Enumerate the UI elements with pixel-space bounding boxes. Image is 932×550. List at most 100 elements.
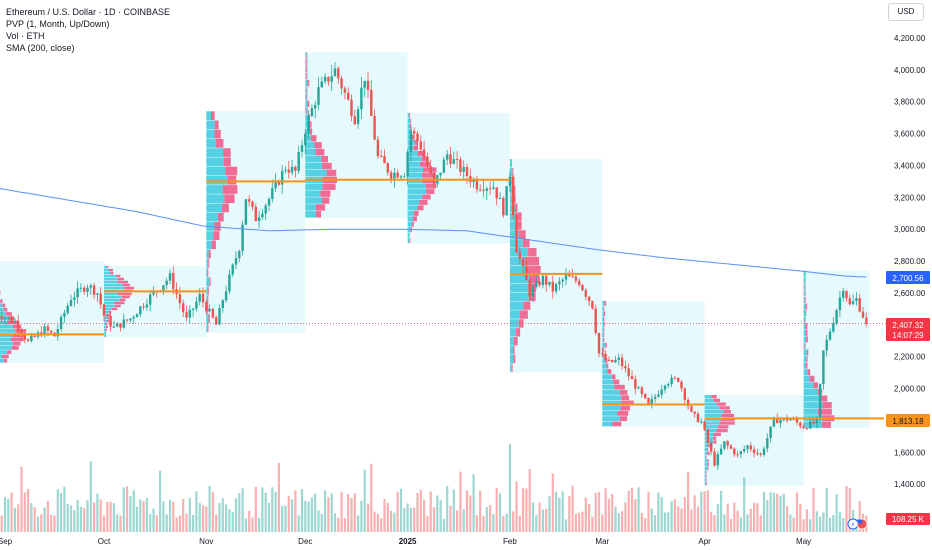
volume-profile-down-bar: [513, 354, 516, 364]
candle: [713, 448, 716, 467]
volume-profile-up-bar: [803, 388, 818, 396]
volume-bar: [729, 518, 733, 532]
candle: [743, 445, 746, 454]
volume-bar: [756, 503, 759, 532]
volume-profile-up-bar: [509, 265, 527, 275]
volume-profile-down-bar: [518, 230, 526, 239]
volume-bar: [53, 515, 56, 532]
candle-body: [828, 331, 832, 340]
volume-bar: [201, 505, 205, 532]
candle: [343, 86, 347, 100]
volume-profile-up-bar: [0, 350, 8, 355]
candle-body: [211, 308, 215, 318]
time-tick-label: May: [796, 537, 811, 546]
volume-bar: [353, 493, 356, 532]
volume-profile-up-bar: [509, 221, 517, 230]
volume-profile-up-bar: [704, 470, 706, 474]
candle: [281, 165, 284, 194]
candle: [92, 282, 96, 300]
candle: [848, 294, 851, 306]
volume-bar: [106, 502, 109, 532]
volume-bar: [413, 507, 416, 532]
volume-profile-up-bar: [206, 277, 210, 287]
volume-bar: [696, 506, 700, 532]
volume-profile-up-bar: [104, 301, 115, 305]
volume-bar: [63, 486, 66, 532]
volume-profile-down-bar: [408, 112, 410, 118]
volume-bar: [102, 515, 106, 532]
volume-profile-down-bar: [122, 283, 131, 287]
candle: [56, 324, 59, 341]
candle-body: [343, 88, 347, 93]
volume-profile-up-bar: [305, 52, 307, 59]
volume-profile-down-bar: [0, 299, 3, 304]
candle: [683, 387, 686, 406]
candle-body: [182, 303, 185, 313]
currency-button[interactable]: USD: [888, 3, 924, 21]
volume-profile-down-bar: [326, 169, 337, 177]
candle: [657, 390, 660, 398]
volume-bar: [234, 498, 238, 532]
poc-lines-layer: [0, 178, 884, 420]
legend-pvp[interactable]: PVP (1, Month, Up/Down): [6, 19, 110, 29]
flag-icons[interactable]: ⚡: [847, 518, 868, 530]
candle-body: [739, 451, 743, 455]
legend-sma[interactable]: SMA (200, close): [6, 43, 75, 53]
volume-profile-down-bar: [513, 194, 516, 204]
volume-bar: [69, 505, 73, 532]
candle: [422, 140, 426, 158]
candle: [234, 250, 238, 270]
volume-profile-down-bar: [214, 129, 221, 139]
legend-symbol[interactable]: Ethereum / U.S. Dollar · 1D · COINBASE: [6, 7, 171, 17]
volume-profile-up-bar: [407, 189, 427, 195]
volume-profile-down-bar: [619, 416, 628, 422]
candle-body: [172, 273, 175, 290]
legend-volume[interactable]: Vol · ETH: [6, 31, 45, 41]
volume-bar: [165, 514, 168, 532]
volume-profile-up-bar: [602, 400, 622, 406]
volume-bar: [733, 502, 736, 532]
volume-profile-down-bar: [413, 210, 419, 216]
volume-profile-down-bar: [108, 310, 112, 314]
volume-bar: [687, 471, 690, 532]
volume-profile-down-bar: [315, 211, 322, 218]
price-badges: 2,700.56 2,407.32 14:07:29 1,813.18 108.…: [886, 271, 930, 525]
volume-profile-down-bar: [603, 327, 605, 332]
volume-profile-up-bar: [206, 120, 215, 130]
volume-profile-down-bar: [717, 425, 729, 429]
volume-profile-up-bar: [407, 150, 418, 156]
candle: [449, 146, 452, 168]
volume-profile-down-bar: [603, 321, 605, 327]
candle-body: [832, 323, 835, 332]
candle: [719, 444, 723, 455]
candle: [13, 317, 17, 324]
volume-profile-down-bar: [225, 166, 238, 176]
price-tick-label: 3,000.00: [894, 225, 926, 234]
candle-body: [231, 264, 234, 275]
volume-bar: [399, 488, 403, 532]
volume-profile-down-bar: [207, 268, 209, 277]
candle-body: [419, 141, 422, 150]
volume-profile-down-bar: [425, 183, 437, 189]
volume-bar: [188, 497, 191, 532]
volume-profile-down-bar: [804, 296, 806, 303]
candle-body: [442, 159, 446, 173]
volume-bar: [624, 502, 627, 532]
time-tick-label: Oct: [98, 537, 111, 546]
candle: [650, 394, 653, 409]
volume-bar: [73, 510, 76, 532]
price-tick-label: 3,600.00: [894, 130, 926, 139]
time-axis[interactable]: Sep Oct Nov Dec 2025 Feb Mar Apr May: [0, 537, 811, 546]
candle-body: [145, 304, 149, 308]
candle: [799, 421, 802, 429]
candle: [73, 291, 76, 307]
candle: [366, 71, 370, 99]
candle: [759, 452, 762, 457]
volume-bar: [142, 501, 145, 532]
volume-bar: [109, 501, 112, 532]
candle-body: [650, 398, 653, 405]
volume-bar: [472, 474, 475, 532]
volume-bar: [597, 491, 601, 532]
volume-profile-up-bar: [704, 474, 706, 478]
